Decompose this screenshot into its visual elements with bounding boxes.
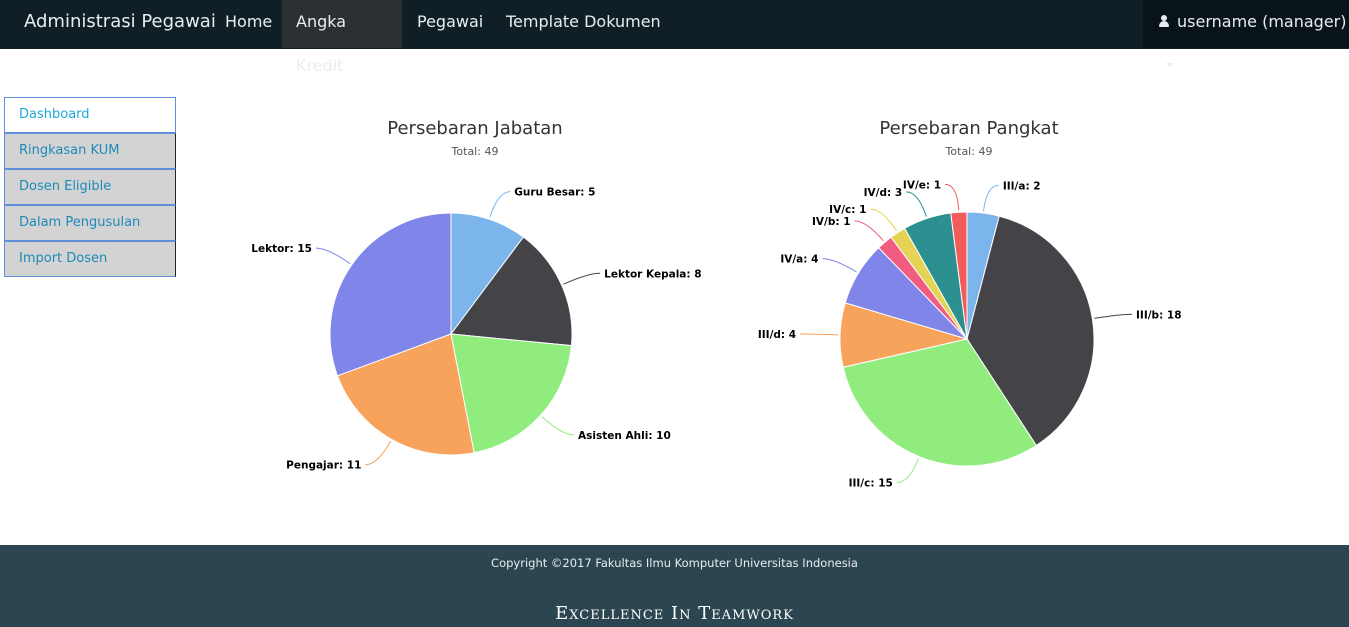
pie-data-label: Asisten Ahli: 10 <box>578 430 671 442</box>
chart-pangkat-subtitle: Total: 49 <box>945 145 993 158</box>
pie-connector <box>854 220 884 242</box>
pie-chart-pangkat: III/a: 2 III/b: 18 III/c: 15 III/d: 4 IV/a: … <box>758 179 1182 489</box>
pie-data-label: IV/d: 3 <box>864 187 903 199</box>
pie-data-label: III/b: 18 <box>1136 309 1182 321</box>
sidebar-item-import-dosen[interactable]: Import Dosen <box>4 241 176 277</box>
pie-data-label: Lektor: 15 <box>251 243 312 255</box>
pie-connector <box>489 191 511 218</box>
pie-connector <box>983 184 999 212</box>
pie-connector <box>315 247 351 265</box>
sidebar-item-ringkasan-kum[interactable]: Ringkasan KUM <box>4 133 176 169</box>
pie-connector <box>365 440 392 466</box>
pie-connector <box>870 208 898 232</box>
pie-data-label: Pengajar: 11 <box>286 460 361 472</box>
chart-jabatan-subtitle: Total: 49 <box>451 145 499 158</box>
chart-jabatan-title: Persebaran Jabatan <box>387 118 563 139</box>
pie-connector <box>906 191 927 217</box>
pie-connector <box>800 333 839 336</box>
pie-connector <box>541 416 575 436</box>
pie-slice-pengajar[interactable] <box>336 333 475 456</box>
nav-template-dokumen[interactable]: Template Dokumen <box>506 12 661 31</box>
nav-pegawai[interactable]: Pegawai <box>417 12 484 31</box>
nav-home[interactable]: Home <box>225 12 273 31</box>
pie-data-label: III/c: 15 <box>849 478 893 490</box>
caret-down-icon <box>1166 62 1174 67</box>
pie-slice-iii-b[interactable] <box>966 215 1095 447</box>
user-menu-dropdown[interactable]: username (manager) <box>1143 0 1349 67</box>
pie-connector <box>896 458 920 484</box>
sidebar-item-dosen-eligible[interactable]: Dosen Eligible <box>4 169 176 205</box>
navbar: Administrasi Pegawai Home Angka Kredit P… <box>0 0 1349 75</box>
pie-data-label: IV/b: 1 <box>812 216 851 228</box>
brand-title[interactable]: Administrasi Pegawai <box>24 11 216 32</box>
pie-connector <box>945 183 960 211</box>
pie-slice-lektor[interactable] <box>329 212 452 377</box>
sidebar: Dashboard Ringkasan KUM Dosen Eligible D… <box>4 97 176 277</box>
charts-canvas: Guru Besar: 5 Lektor Kepala: 8 Asisten Ahl… <box>251 179 1182 489</box>
nav-angka-kredit[interactable]: Angka Kredit <box>282 0 402 75</box>
pie-connector <box>1094 313 1133 319</box>
pie-data-label: Lektor Kepala: 8 <box>604 268 701 280</box>
sidebar-item-dashboard[interactable]: Dashboard <box>4 97 176 133</box>
pie-data-label: IV/c: 1 <box>829 204 866 216</box>
pie-slice-iv-e[interactable] <box>950 211 968 340</box>
pie-slice-iii-c[interactable] <box>842 338 1037 467</box>
chart-pangkat-title: Persebaran Pangkat <box>879 118 1059 139</box>
pie-slice-guru-besar[interactable] <box>450 212 525 336</box>
user-name: username (manager) <box>1177 12 1347 31</box>
pie-slice-asisten-ahli[interactable] <box>450 333 572 454</box>
pie-data-label: III/a: 2 <box>1003 180 1041 192</box>
pie-slice-lektor-kepala[interactable] <box>450 236 573 347</box>
pie-data-label: Guru Besar: 5 <box>514 187 595 199</box>
pie-data-label: III/d: 4 <box>758 329 796 341</box>
footer-copyright: Copyright ©2017 Fakultas Ilmu Komputer U… <box>491 556 858 570</box>
pie-data-label: IV/a: 4 <box>780 254 818 266</box>
sidebar-item-dalam-pengusulan[interactable]: Dalam Pengusulan <box>4 205 176 241</box>
pie-connector <box>563 272 601 285</box>
pie-chart-jabatan: Guru Besar: 5 Lektor Kepala: 8 Asisten Ahl… <box>251 187 701 472</box>
pie-data-label: IV/e: 1 <box>903 179 941 191</box>
user-icon <box>1159 14 1169 27</box>
footer: Copyright ©2017 Fakultas Ilmu Komputer U… <box>0 545 1349 627</box>
pie-connector <box>822 258 857 273</box>
footer-motto: Excellence In Teamwork <box>555 603 794 624</box>
